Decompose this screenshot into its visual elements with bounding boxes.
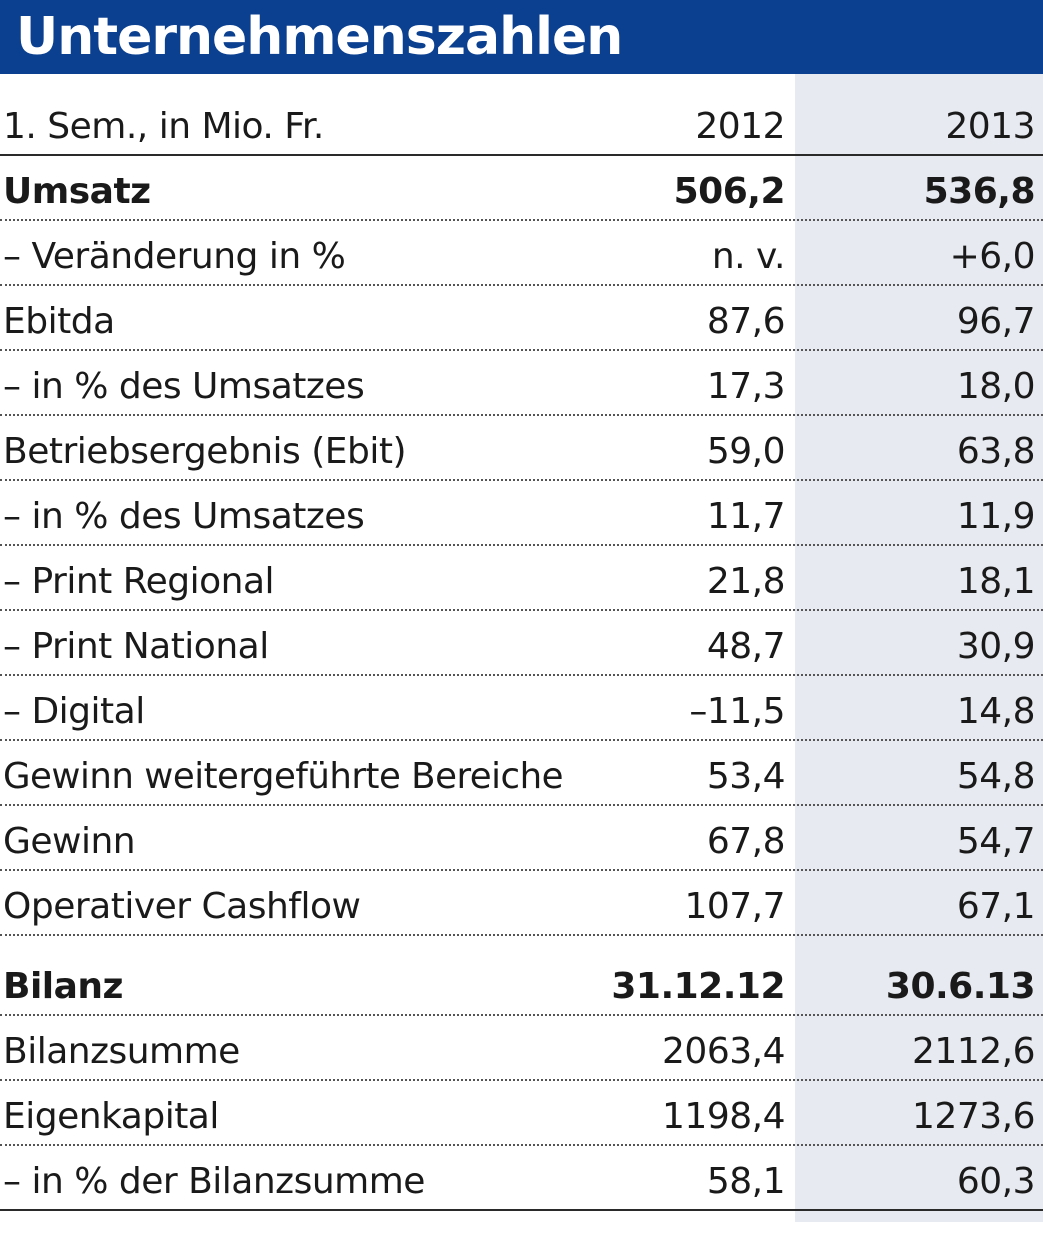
row-label: – Digital — [3, 691, 145, 732]
row-label: – in % der Bilanzsumme — [3, 1161, 425, 1202]
row-value-2012: 53,4 — [706, 756, 786, 797]
page-title: Unternehmenszahlen — [16, 7, 623, 67]
row-value-2012: 107,7 — [684, 886, 785, 927]
header-label: 1. Sem., in Mio. Fr. — [3, 106, 324, 147]
row-value-2013: 14,8 — [956, 691, 1036, 732]
table-row: – Veränderung in % n. v. +6,0 — [0, 221, 1043, 286]
row-value-2013: 11,9 — [956, 496, 1036, 537]
row-value-2012: 2063,4 — [662, 1031, 785, 1072]
table-body: Umsatz 506,2 536,8 – Veränderung in % n. v. +… — [0, 156, 1043, 1211]
row-value-2012: 87,6 — [706, 301, 786, 342]
row-label: Ebitda — [3, 301, 115, 342]
row-label: – Veränderung in % — [3, 236, 346, 277]
table-row: Bilanzsumme 2063,4 2112,6 — [0, 1016, 1043, 1081]
row-value-2013: 96,7 — [956, 301, 1036, 342]
header-col-2012: 2012 — [695, 106, 785, 147]
table-row: – in % der Bilanzsumme 58,1 60,3 — [0, 1146, 1043, 1211]
table-row: Bilanz 31.12.12 30.6.13 — [0, 936, 1043, 1016]
table-row: Betriebsergebnis (Ebit) 59,0 63,8 — [0, 416, 1043, 481]
row-value-2012: 506,2 — [673, 171, 786, 212]
row-value-2012: 1198,4 — [662, 1096, 785, 1137]
row-label: Gewinn weitergeführte Bereiche — [3, 756, 563, 797]
row-label: – in % des Umsatzes — [3, 496, 365, 537]
row-value-2013: 18,1 — [956, 561, 1036, 602]
row-value-2012: 17,3 — [706, 366, 786, 407]
row-value-2013: 1273,6 — [912, 1096, 1035, 1137]
table-row: Gewinn weitergeführte Bereiche 53,4 54,8 — [0, 741, 1043, 806]
row-label: Operativer Cashflow — [3, 886, 361, 927]
row-value-2013: 536,8 — [923, 171, 1036, 212]
row-label: Betriebsergebnis (Ebit) — [3, 431, 407, 472]
row-value-2013: 30,9 — [956, 626, 1036, 667]
row-value-2013: 2112,6 — [912, 1031, 1035, 1072]
row-value-2012: –11,5 — [689, 691, 785, 732]
table-row: – in % des Umsatzes 11,7 11,9 — [0, 481, 1043, 546]
row-value-2012: 31.12.12 — [611, 966, 785, 1007]
row-value-2013: 30.6.13 — [885, 966, 1036, 1007]
row-label: Bilanzsumme — [3, 1031, 240, 1072]
row-value-2013: 60,3 — [956, 1161, 1036, 1202]
row-label: Eigenkapital — [3, 1096, 219, 1137]
row-value-2013: +6,0 — [949, 236, 1036, 277]
row-value-2013: 54,7 — [956, 821, 1036, 862]
table-row: – Digital –11,5 14,8 — [0, 676, 1043, 741]
table-row: Ebitda 87,6 96,7 — [0, 286, 1043, 351]
row-label: – Print National — [3, 626, 269, 667]
table-row: Gewinn 67,8 54,7 — [0, 806, 1043, 871]
row-value-2013: 67,1 — [956, 886, 1036, 927]
row-value-2012: 58,1 — [706, 1161, 786, 1202]
table-header: 1. Sem., in Mio. Fr. 2012 2013 — [0, 74, 1043, 156]
shaded-column-2013 — [795, 74, 1043, 1222]
row-value-2012: 59,0 — [706, 431, 786, 472]
row-value-2012: 11,7 — [706, 496, 786, 537]
row-value-2013: 63,8 — [956, 431, 1036, 472]
row-label: – in % des Umsatzes — [3, 366, 365, 407]
table-row: Eigenkapital 1198,4 1273,6 — [0, 1081, 1043, 1146]
row-value-2013: 18,0 — [956, 366, 1036, 407]
title-bar: Unternehmenszahlen — [0, 0, 1043, 74]
table-row: – Print National 48,7 30,9 — [0, 611, 1043, 676]
row-value-2012: 48,7 — [706, 626, 786, 667]
row-value-2012: 67,8 — [706, 821, 786, 862]
row-label: Bilanz — [3, 966, 124, 1007]
row-value-2012: 21,8 — [706, 561, 786, 602]
row-label: Umsatz — [3, 171, 151, 212]
table-row: – Print Regional 21,8 18,1 — [0, 546, 1043, 611]
row-value-2012: n. v. — [711, 236, 786, 277]
table-row: Operativer Cashflow 107,7 67,1 — [0, 871, 1043, 936]
table-row: – in % des Umsatzes 17,3 18,0 — [0, 351, 1043, 416]
header-col-2013: 2013 — [945, 106, 1035, 147]
row-label: – Print Regional — [3, 561, 275, 602]
row-value-2013: 54,8 — [956, 756, 1036, 797]
table-row: Umsatz 506,2 536,8 — [0, 156, 1043, 221]
row-label: Gewinn — [3, 821, 136, 862]
